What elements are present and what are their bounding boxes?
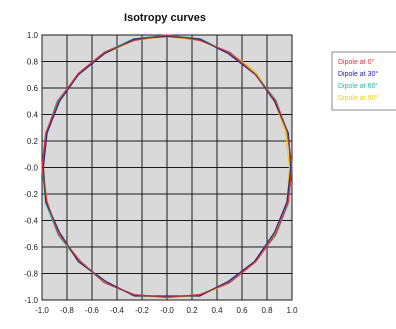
y-tick-label: 0.8	[27, 58, 39, 67]
x-tick-label: -0.4	[110, 306, 124, 315]
legend-entry: Dipole at 30°	[338, 70, 378, 78]
x-tick-label: -0.8	[60, 306, 74, 315]
legend-entry: Dipole at 90°	[338, 94, 378, 102]
x-tick-label: 0.2	[186, 306, 198, 315]
legend: Dipole at 0° Dipole at 30° Dipole at 60° Di…	[331, 51, 396, 111]
series-line	[41, 34, 293, 299]
axis-ticks: -1.0 -0.8 -0.6 -0.4 -0.2 -0.0 0.2 0.4 0.6 0.8 1.0 1…	[24, 31, 298, 315]
x-tick-label: -0.2	[135, 306, 149, 315]
legend-entry: Dipole at 60°	[338, 82, 378, 90]
data-series	[41, 34, 293, 299]
chart-title: Isotropy curves	[124, 12, 206, 24]
y-tick-label: -0.4	[24, 217, 38, 226]
series-overlap-outline	[42, 35, 292, 297]
x-tick-label: -1.0	[35, 306, 49, 315]
y-tick-label: -0.8	[24, 270, 38, 279]
y-tick-label: 0.6	[27, 84, 39, 93]
x-tick-label: 1.0	[286, 306, 298, 315]
y-tick-label: -1.0	[24, 296, 38, 305]
y-tick-label: 0.2	[27, 137, 39, 146]
x-tick-label: 0.8	[261, 306, 273, 315]
y-tick-label: 0.4	[27, 111, 39, 120]
x-tick-label: 0.4	[211, 306, 223, 315]
x-tick-label: -0.6	[85, 306, 99, 315]
grid-lines	[41, 34, 293, 301]
x-tick-label: -0.0	[160, 306, 174, 315]
y-tick-label: 1.0	[27, 31, 39, 40]
x-tick-label: 0.6	[236, 306, 248, 315]
y-tick-label: -0.2	[24, 190, 38, 199]
legend-entry: Dipole at 0°	[338, 58, 374, 66]
y-tick-label: -0.0	[24, 164, 38, 173]
legend-box	[331, 51, 396, 111]
legend-items: Dipole at 0° Dipole at 30° Dipole at 60° Di…	[338, 58, 378, 102]
y-tick-label: -0.6	[24, 243, 38, 252]
